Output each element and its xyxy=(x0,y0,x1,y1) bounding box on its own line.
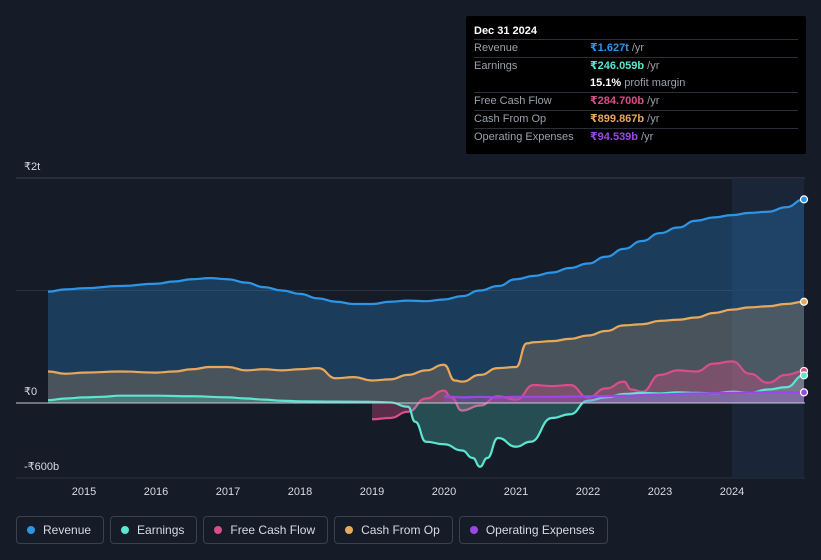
y-tick-label: ₹0 xyxy=(24,386,37,398)
cash-from-op-end-marker xyxy=(799,297,809,306)
highlight-region xyxy=(732,178,804,478)
x-tick-label: 2019 xyxy=(360,486,384,498)
x-tick-label: 2021 xyxy=(504,486,528,498)
tooltip-value: ₹246.059b xyxy=(590,60,645,72)
tooltip-row-profit-margin: 15.1% profit margin xyxy=(474,75,798,92)
legend-label: Free Cash Flow xyxy=(230,523,316,537)
cash-from-op-line xyxy=(47,300,805,383)
x-tick-label: 2015 xyxy=(72,486,96,498)
tooltip-label: Free Cash Flow xyxy=(474,95,552,107)
legend-dot-icon xyxy=(214,526,223,534)
earnings-end-marker xyxy=(799,371,809,380)
legend-item-revenue[interactable]: Revenue xyxy=(16,516,105,544)
x-tick-label: 2020 xyxy=(432,486,456,498)
chart-area: ₹2t ₹0 -₹600b 2015 2016 2017 2018 2019 2020 2021 2… xyxy=(16,161,809,498)
y-tick-label: -₹600b xyxy=(24,461,59,473)
tooltip-label: Revenue xyxy=(474,42,519,54)
operating-expenses-end-marker xyxy=(799,388,809,397)
legend-item-operating-expenses[interactable]: Operating Expenses xyxy=(458,516,608,544)
x-tick-label: 2024 xyxy=(720,486,744,498)
legend-dot-icon xyxy=(27,526,35,534)
tooltip-row-revenue: Revenue ₹1.627t /yr xyxy=(474,39,798,57)
tooltip-date: Dec 31 2024 xyxy=(474,25,537,37)
operating-expenses-area xyxy=(444,392,804,403)
tooltip-unit: /yr xyxy=(647,60,660,72)
legend-label: Revenue xyxy=(43,523,92,537)
legend-label: Cash From Op xyxy=(361,523,440,537)
legend-item-free-cash-flow[interactable]: Free Cash Flow xyxy=(203,516,329,544)
tooltip-row-cash-from-op: Cash From Op ₹899.867b /yr xyxy=(474,110,798,128)
legend: Revenue Earnings Free Cash Flow Cash Fro… xyxy=(16,516,608,544)
tooltip-value: ₹94.539b xyxy=(590,131,639,143)
tooltip-unit: profit margin xyxy=(624,77,686,89)
tooltip-label xyxy=(474,75,590,92)
tooltip-value: ₹1.627t xyxy=(590,42,629,54)
tooltip: Dec 31 2024 Revenue ₹1.627t /yr Earnings… xyxy=(466,16,806,154)
tooltip-unit: /yr xyxy=(631,42,645,54)
tooltip-row-earnings: Earnings ₹246.059b /yr xyxy=(474,57,798,75)
revenue-end-marker xyxy=(799,195,809,204)
y-tick-label: ₹2t xyxy=(24,161,40,173)
x-tick-label: 2022 xyxy=(576,486,600,498)
legend-item-earnings[interactable]: Earnings xyxy=(110,516,198,544)
tooltip-value: ₹899.867b xyxy=(590,113,645,125)
x-tick-label: 2017 xyxy=(216,486,240,498)
tooltip-unit: /yr xyxy=(641,131,654,143)
tooltip-value: ₹284.700b xyxy=(590,95,645,107)
legend-label: Earnings xyxy=(137,523,185,537)
legend-dot-icon xyxy=(345,526,354,534)
tooltip-unit: /yr xyxy=(647,95,660,107)
cash-from-op-area xyxy=(48,301,804,403)
free-cash-flow-line xyxy=(371,360,805,421)
tooltip-label: Earnings xyxy=(474,60,518,72)
tooltip-row-free-cash-flow: Free Cash Flow ₹284.700b /yr xyxy=(474,92,798,110)
tooltip-row-operating-expenses: Operating Expenses ₹94.539b /yr xyxy=(474,128,798,146)
legend-dot-icon xyxy=(469,526,478,534)
tooltip-value: 15.1% xyxy=(590,77,622,89)
tooltip-label: Cash From Op xyxy=(474,113,547,125)
operating-expenses-line xyxy=(443,391,805,399)
legend-item-cash-from-op[interactable]: Cash From Op xyxy=(334,516,453,544)
x-tick-label: 2016 xyxy=(144,486,168,498)
x-tick-label: 2023 xyxy=(648,486,672,498)
earnings-line xyxy=(47,374,805,468)
legend-label: Operating Expenses xyxy=(485,523,595,537)
tooltip-label: Operating Expenses xyxy=(474,131,574,143)
tooltip-unit: /yr xyxy=(647,113,660,125)
x-tick-label: 2018 xyxy=(288,486,312,498)
legend-dot-icon xyxy=(121,526,130,534)
revenue-line xyxy=(47,198,805,306)
